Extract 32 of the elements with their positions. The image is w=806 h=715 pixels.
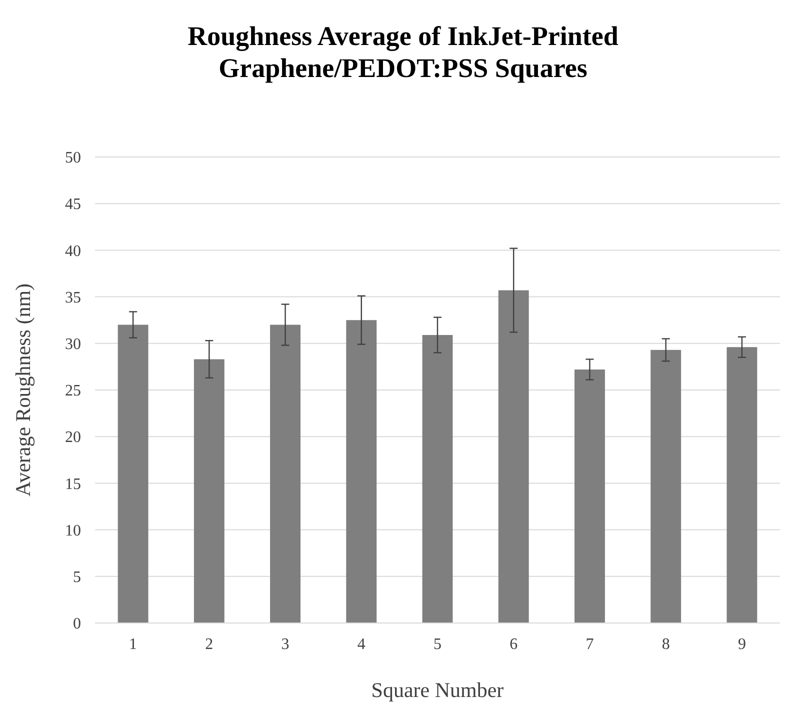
x-tick-label: 6 [510,636,518,653]
x-tick-label: 9 [738,636,746,653]
x-tick-label: 8 [662,636,670,653]
x-tick-label: 5 [434,636,442,653]
bar [270,324,300,623]
y-tick-label: 10 [65,522,81,540]
chart-title: Roughness Average of InkJet-Printed Graphene/PEDOT:PSS Squares [188,21,618,83]
bar [346,320,377,623]
y-tick-label: 25 [65,382,81,400]
bar [574,369,605,623]
bar [726,347,758,623]
x-tick-label: 2 [205,636,214,653]
bar [422,335,453,623]
x-tick-label: 4 [357,636,366,653]
y-tick-label: 0 [73,616,81,633]
x-tick-label: 1 [129,636,138,653]
bar [118,324,148,623]
x-axis-title: Square Number [371,678,504,702]
bar [194,359,224,623]
y-axis-title: Average Roughness (nm) [11,283,35,497]
y-tick-label: 5 [73,569,81,586]
x-tick-label: 7 [586,636,594,653]
y-tick-label: 45 [65,196,81,214]
y-tick-label: 30 [65,336,81,353]
y-tick-label: 20 [65,429,81,446]
x-tick-label: 3 [281,636,290,653]
y-tick-label: 35 [65,289,81,306]
bar [498,290,529,623]
bar [650,350,682,623]
y-tick-label: 50 [65,150,81,167]
y-tick-label: 40 [65,242,81,260]
y-tick-label: 15 [65,476,81,493]
